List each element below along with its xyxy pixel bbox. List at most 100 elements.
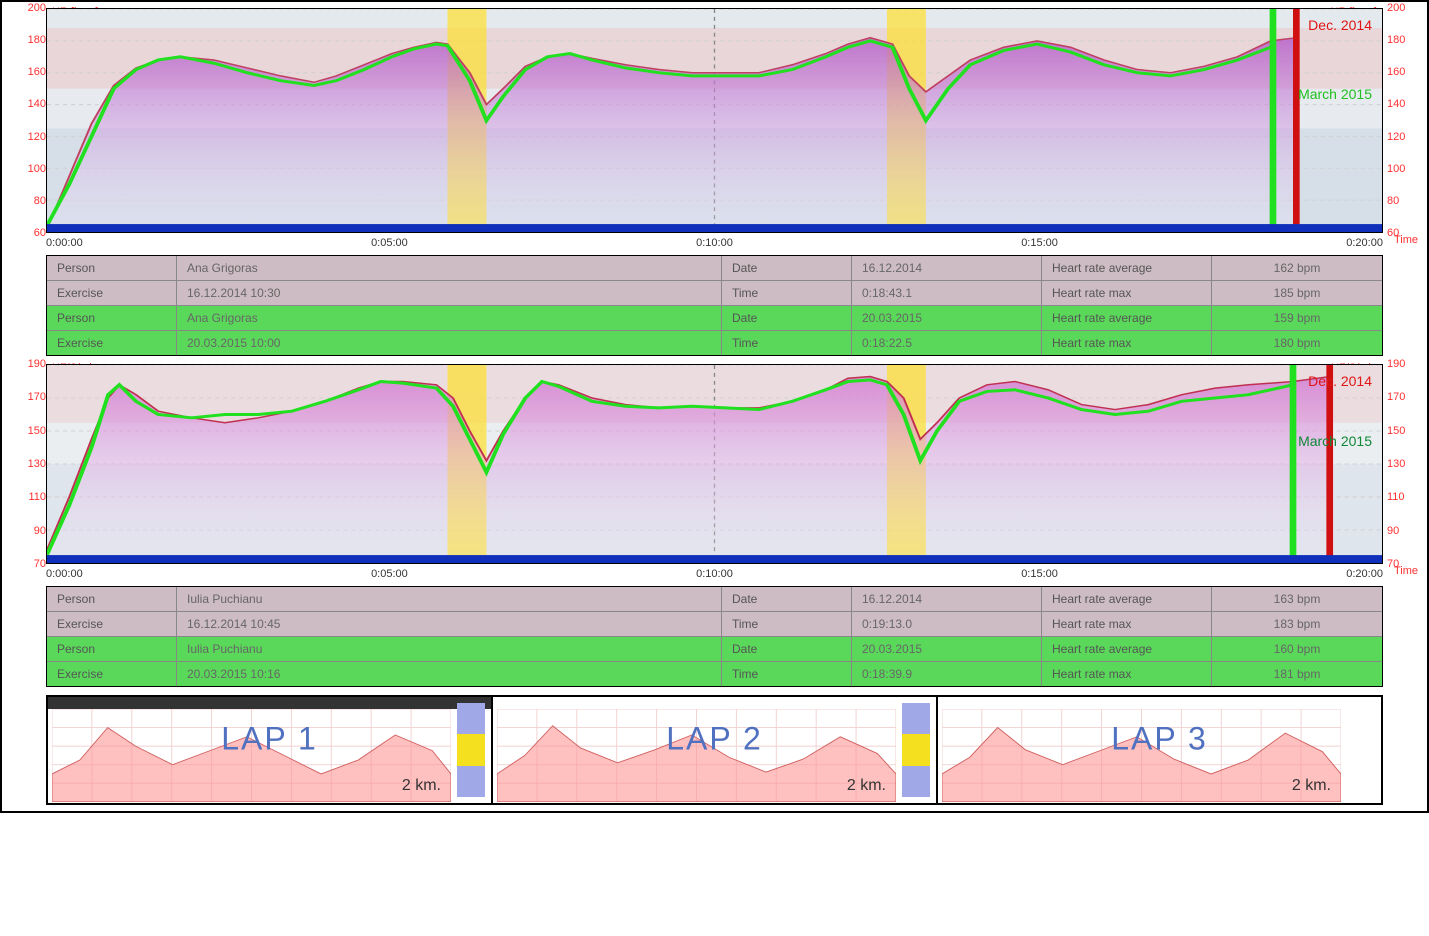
cell-label: Person bbox=[47, 256, 177, 280]
ytick: 90 bbox=[1387, 525, 1427, 537]
chart1-xaxis: 0:00:000:05:000:10:000:15:000:20:00 bbox=[46, 237, 1383, 249]
cell-label: Date bbox=[722, 587, 852, 611]
ytick: 100 bbox=[6, 163, 46, 175]
xtick: 0:00:00 bbox=[46, 568, 83, 580]
cell-label: Person bbox=[47, 306, 177, 330]
cell-value: 0:18:43.1 bbox=[852, 281, 1042, 305]
cell-label: Date bbox=[722, 256, 852, 280]
ytick: 90 bbox=[6, 525, 46, 537]
cell-label: Exercise bbox=[47, 281, 177, 305]
cell-label: Time bbox=[722, 662, 852, 686]
series-label-mar: March 2015 bbox=[1298, 86, 1372, 102]
ytick: 130 bbox=[6, 458, 46, 470]
cell-label: Heart rate average bbox=[1042, 587, 1212, 611]
table-row: Exercise 16.12.2014 10:30 Time 0:18:43.1… bbox=[47, 281, 1382, 306]
xtick: 0:20:00 bbox=[1346, 237, 1383, 249]
cell-label: Heart rate average bbox=[1042, 256, 1212, 280]
chart2-xaxis: 0:00:000:05:000:10:000:15:000:20:00 bbox=[46, 568, 1383, 580]
cell-value: 162 bpm bbox=[1212, 256, 1382, 280]
ytick: 120 bbox=[6, 131, 46, 143]
cell-label: Heart rate max bbox=[1042, 331, 1212, 355]
ytick: 180 bbox=[6, 34, 46, 46]
table-row: Person Ana Grigoras Date 16.12.2014 Hear… bbox=[47, 256, 1382, 281]
cell-value: 16.12.2014 bbox=[852, 256, 1042, 280]
ytick: 160 bbox=[6, 66, 46, 78]
cell-value: 20.03.2015 bbox=[852, 306, 1042, 330]
xtick: 0:10:00 bbox=[696, 568, 733, 580]
chart1-yaxis-left: 6080100120140160180200 bbox=[6, 8, 46, 233]
lap-title: LAP 1 bbox=[221, 721, 318, 758]
cell-value: 16.12.2014 bbox=[852, 587, 1042, 611]
cell-value: 181 bpm bbox=[1212, 662, 1382, 686]
cell-label: Heart rate average bbox=[1042, 306, 1212, 330]
cell-label: Time bbox=[722, 281, 852, 305]
cell-label: Time bbox=[722, 331, 852, 355]
cell-value: 20.03.2015 10:16 bbox=[177, 662, 722, 686]
ytick: 80 bbox=[6, 195, 46, 207]
cell-value: 180 bpm bbox=[1212, 331, 1382, 355]
chart2-yaxis-left: 7090110130150170190 bbox=[6, 364, 46, 564]
cell-value: 20.03.2015 10:00 bbox=[177, 331, 722, 355]
table-row: Person Ana Grigoras Date 20.03.2015 Hear… bbox=[47, 306, 1382, 331]
lap-cell: LAP 22 km. bbox=[493, 695, 938, 805]
lap-side-strip bbox=[902, 703, 930, 797]
cell-value: Iulia Puchianu bbox=[177, 587, 722, 611]
chart1-yaxis-right: 6080100120140160180200 bbox=[1383, 8, 1423, 233]
table-row: Person Iulia Puchianu Date 20.03.2015 He… bbox=[47, 637, 1382, 662]
ytick: 140 bbox=[1387, 98, 1427, 110]
lap-title: LAP 2 bbox=[666, 721, 763, 758]
xtick: 0:05:00 bbox=[371, 237, 408, 249]
xtick: 0:05:00 bbox=[371, 568, 408, 580]
ytick: 70 bbox=[1387, 558, 1427, 570]
cell-value: 159 bpm bbox=[1212, 306, 1382, 330]
cell-value: 0:18:39.9 bbox=[852, 662, 1042, 686]
xtick: 0:15:00 bbox=[1021, 237, 1058, 249]
cell-label: Heart rate max bbox=[1042, 612, 1212, 636]
ytick: 180 bbox=[1387, 34, 1427, 46]
ytick: 110 bbox=[6, 491, 46, 503]
ytick: 190 bbox=[1387, 358, 1427, 370]
cell-label: Exercise bbox=[47, 331, 177, 355]
info-table-1: Person Ana Grigoras Date 16.12.2014 Hear… bbox=[46, 255, 1383, 356]
cell-label: Heart rate average bbox=[1042, 637, 1212, 661]
table-row: Exercise 20.03.2015 10:00 Time 0:18:22.5… bbox=[47, 331, 1382, 355]
cell-label: Date bbox=[722, 637, 852, 661]
xtick: 0:15:00 bbox=[1021, 568, 1058, 580]
ytick: 100 bbox=[1387, 163, 1427, 175]
table-row: Exercise 20.03.2015 10:16 Time 0:18:39.9… bbox=[47, 662, 1382, 686]
cell-label: Heart rate max bbox=[1042, 662, 1212, 686]
ytick: 60 bbox=[1387, 227, 1427, 239]
lap-side-strip bbox=[457, 703, 485, 797]
info-table-2: Person Iulia Puchianu Date 16.12.2014 He… bbox=[46, 586, 1383, 687]
ytick: 110 bbox=[1387, 491, 1427, 503]
ytick: 170 bbox=[6, 391, 46, 403]
ytick: 120 bbox=[1387, 131, 1427, 143]
cell-value: 0:18:22.5 bbox=[852, 331, 1042, 355]
table-row: Exercise 16.12.2014 10:45 Time 0:19:13.0… bbox=[47, 612, 1382, 637]
cell-label: Exercise bbox=[47, 662, 177, 686]
lap-cell: LAP 32 km. bbox=[938, 695, 1383, 805]
ytick: 160 bbox=[1387, 66, 1427, 78]
ytick: 150 bbox=[6, 425, 46, 437]
cell-label: Time bbox=[722, 612, 852, 636]
lap-cell: LAP 1 2 km. bbox=[46, 695, 493, 805]
ytick: 190 bbox=[6, 358, 46, 370]
ytick: 200 bbox=[6, 2, 46, 14]
cell-label: Exercise bbox=[47, 612, 177, 636]
cell-value: 160 bpm bbox=[1212, 637, 1382, 661]
cell-value: Iulia Puchianu bbox=[177, 637, 722, 661]
cell-value: 183 bpm bbox=[1212, 612, 1382, 636]
table-row: Person Iulia Puchianu Date 16.12.2014 He… bbox=[47, 587, 1382, 612]
ytick: 200 bbox=[1387, 2, 1427, 14]
ytick: 170 bbox=[1387, 391, 1427, 403]
lap-profile-row: LAP 1 2 km. LAP 22 km.LAP 32 km. bbox=[46, 695, 1383, 805]
ytick: 140 bbox=[6, 98, 46, 110]
ytick: 150 bbox=[1387, 425, 1427, 437]
series-label-mar: March 2015 bbox=[1298, 433, 1372, 449]
chart2-yaxis-right: 7090110130150170190 bbox=[1383, 364, 1423, 564]
chart-1-container: HR [bpm] HR [bpm] 6080100120140160180200… bbox=[6, 8, 1423, 249]
lap-distance: 2 km. bbox=[402, 777, 441, 795]
cell-value: 0:19:13.0 bbox=[852, 612, 1042, 636]
cell-value: 185 bpm bbox=[1212, 281, 1382, 305]
ytick: 60 bbox=[6, 227, 46, 239]
